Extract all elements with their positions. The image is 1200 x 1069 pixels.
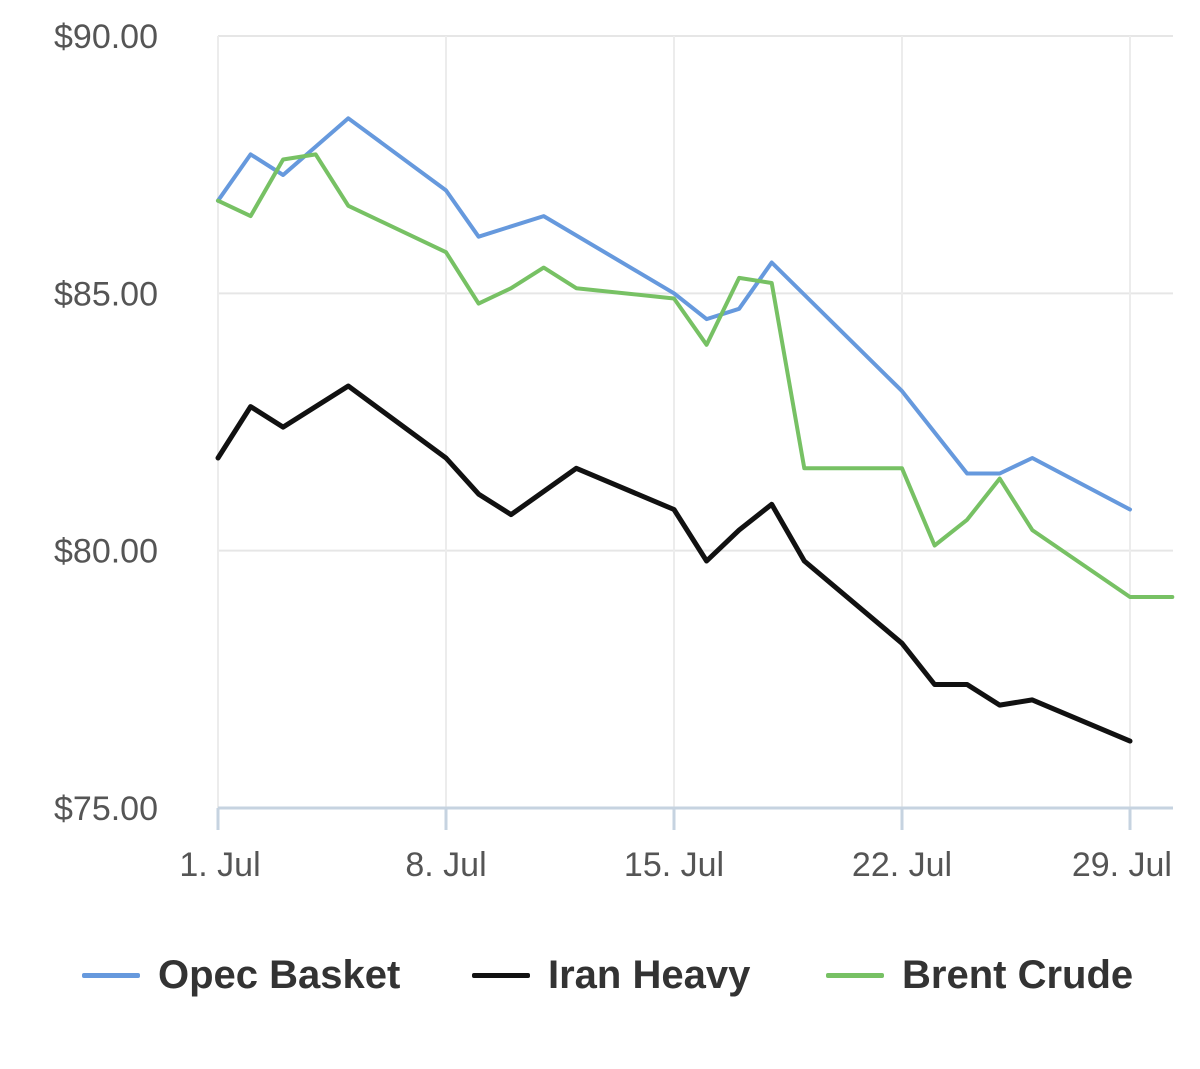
legend-item-brent-crude[interactable]: Brent Crude [826,940,1133,1010]
x-tick-label: 22. Jul [852,846,952,884]
legend-label-iran-heavy: Iran Heavy [548,952,751,997]
line-chart: $75.00 $80.00 $85.00 $90.00 1. Jul 8. Jul 15.… [54,18,1175,884]
x-tick-label: 29. Jul [1072,846,1172,884]
opec-basket-swatch [82,972,140,978]
x-tick-label: 1. Jul [179,846,260,884]
iran-heavy-swatch [472,972,530,978]
legend-label-brent-crude: Brent Crude [902,952,1134,997]
series-lines [215,116,1175,744]
y-tick-label: $80.00 [54,533,158,571]
y-axis-labels: $75.00 $80.00 $85.00 $90.00 [54,18,158,828]
y-tick-label: $75.00 [54,790,158,828]
y-tick-label: $85.00 [54,275,158,313]
y-tick-label: $90.00 [54,18,158,56]
brent-crude-swatch [826,972,884,978]
legend-label-opec-basket: Opec Basket [158,952,401,997]
legend: Opec Basket Iran Heavy Brent Crude [0,940,1200,1010]
opec-basket-line [216,116,1132,512]
legend-item-iran-heavy[interactable]: Iran Heavy [472,940,750,1010]
iran-heavy-line [215,383,1133,744]
x-axis [216,806,1173,830]
brent-crude-line [216,152,1175,599]
x-tick-label: 8. Jul [405,846,486,884]
legend-item-opec-basket[interactable]: Opec Basket [82,940,400,1010]
x-tick-label: 15. Jul [624,846,724,884]
grid-lines [217,35,1173,808]
x-axis-labels: 1. Jul 8. Jul 15. Jul 22. Jul 29. Jul [179,846,1172,884]
